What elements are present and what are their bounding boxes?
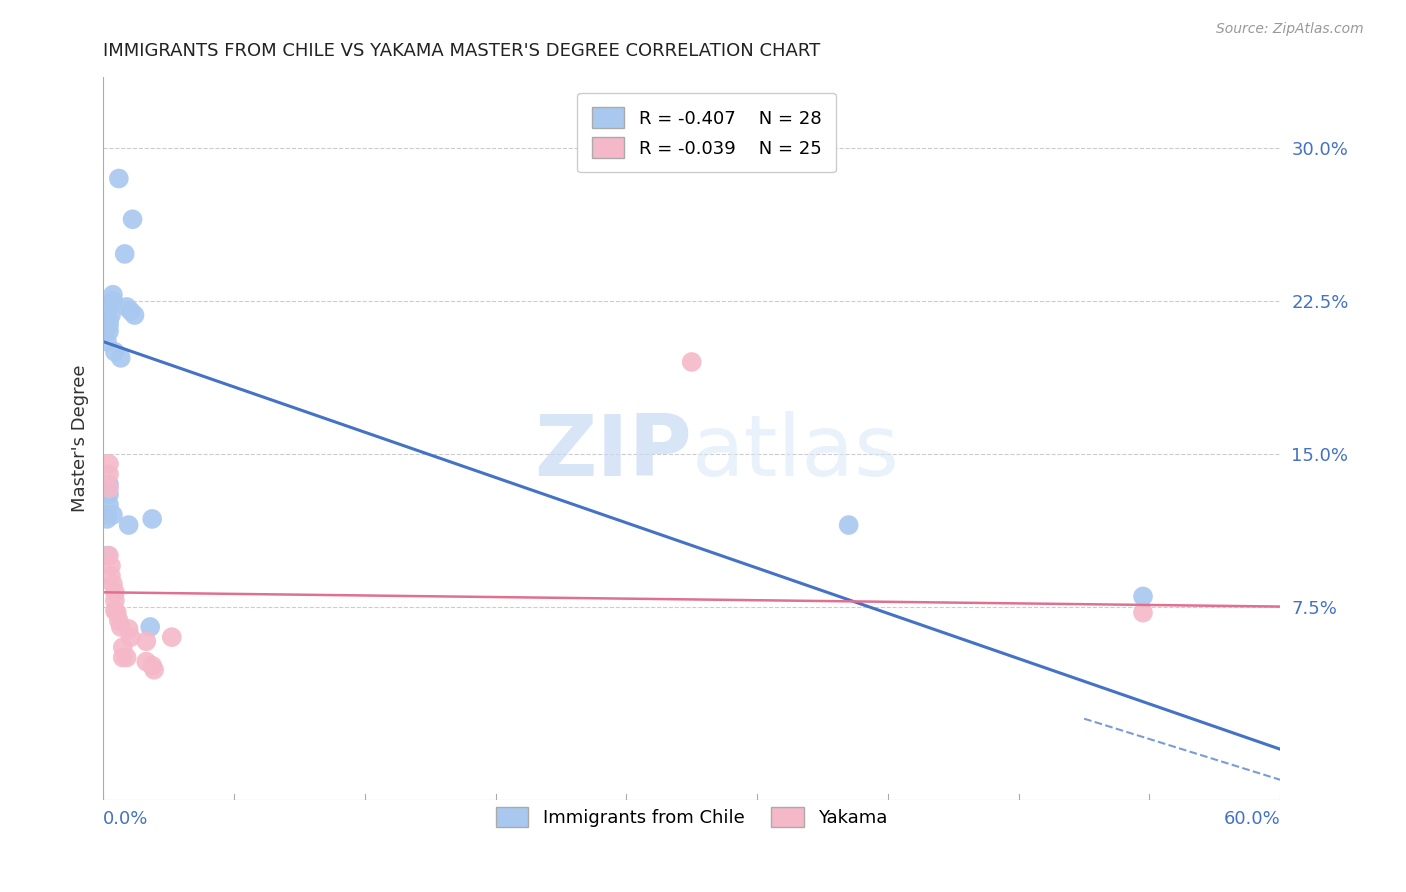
Point: [101, 577, 124, 591]
Point: [104, 344, 127, 359]
Point: [1132, 606, 1154, 620]
Text: 0.0%: 0.0%: [103, 811, 149, 829]
Point: [110, 351, 132, 365]
Point: [96, 334, 118, 349]
Point: [98, 318, 121, 333]
Point: [101, 293, 124, 308]
Point: [101, 287, 124, 301]
Point: [98, 325, 121, 339]
Point: [98, 314, 121, 328]
Point: [105, 606, 128, 620]
Point: [108, 171, 131, 186]
Point: [98, 481, 121, 495]
Point: [104, 585, 127, 599]
Point: [98, 549, 121, 563]
Point: [124, 308, 146, 322]
Point: [838, 518, 860, 533]
Point: [104, 593, 127, 607]
Point: [100, 569, 122, 583]
Point: [120, 304, 142, 318]
Point: [117, 622, 139, 636]
Point: [139, 620, 162, 634]
Point: [111, 640, 134, 655]
Point: [141, 512, 163, 526]
Point: [1132, 590, 1154, 604]
Point: [120, 630, 142, 644]
Y-axis label: Master's Degree: Master's Degree: [72, 365, 89, 512]
Text: atlas: atlas: [692, 411, 900, 494]
Text: ZIP: ZIP: [534, 411, 692, 494]
Point: [98, 457, 121, 471]
Point: [135, 634, 157, 648]
Point: [96, 512, 118, 526]
Point: [96, 508, 118, 522]
Point: [110, 620, 132, 634]
Point: [115, 650, 138, 665]
Point: [98, 477, 121, 491]
Point: [98, 498, 121, 512]
Point: [114, 247, 136, 261]
Point: [98, 487, 121, 501]
Point: [100, 308, 122, 322]
Point: [141, 658, 163, 673]
Text: IMMIGRANTS FROM CHILE VS YAKAMA MASTER'S DEGREE CORRELATION CHART: IMMIGRANTS FROM CHILE VS YAKAMA MASTER'S…: [103, 42, 820, 60]
Legend: Immigrants from Chile, Yakama: Immigrants from Chile, Yakama: [488, 799, 896, 835]
Point: [143, 663, 166, 677]
Point: [121, 212, 143, 227]
Point: [111, 650, 134, 665]
Point: [104, 604, 127, 618]
Point: [98, 300, 121, 314]
Text: 60.0%: 60.0%: [1223, 811, 1281, 829]
Point: [96, 549, 118, 563]
Point: [681, 355, 703, 369]
Text: Source: ZipAtlas.com: Source: ZipAtlas.com: [1216, 22, 1364, 37]
Point: [115, 300, 138, 314]
Point: [101, 508, 124, 522]
Point: [100, 558, 122, 573]
Point: [117, 518, 139, 533]
Point: [98, 467, 121, 481]
Point: [160, 630, 183, 644]
Point: [135, 655, 157, 669]
Point: [108, 614, 131, 628]
